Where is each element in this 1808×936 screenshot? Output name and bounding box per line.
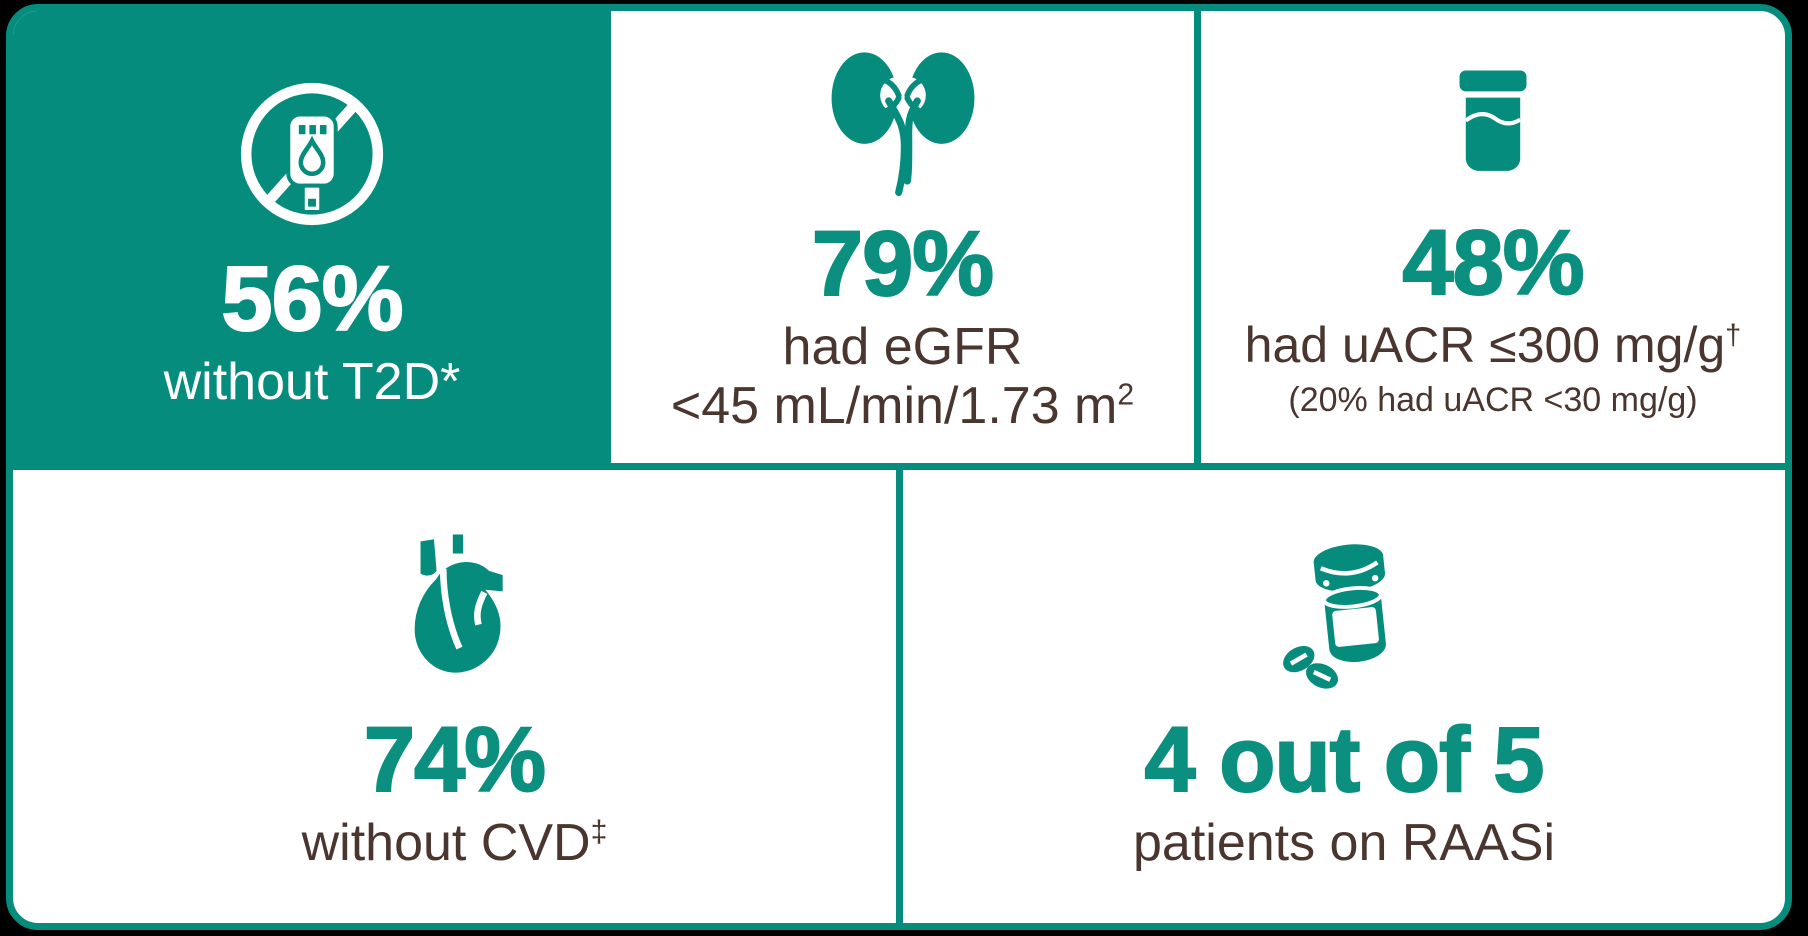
stat-label: had eGFR <45 mL/min/1.73 m2: [671, 318, 1134, 436]
stats-card: 56% without T2D* 79%: [6, 4, 1792, 930]
superscript: ‡: [590, 815, 608, 849]
stat-label: patients on RAASi: [1132, 814, 1556, 873]
superscript: †: [1725, 319, 1742, 352]
stat-value: 79%: [811, 213, 995, 316]
superscript: 2: [1117, 378, 1135, 412]
stat-cell-egfr: 79% had eGFR <45 mL/min/1.73 m2: [611, 11, 1194, 463]
stat-cell-uacr: 48% had uACR ≤300 mg/g† (20% had uACR <3…: [1201, 11, 1785, 463]
stat-label: without T2D*: [164, 353, 461, 412]
stat-value: 56%: [220, 248, 404, 351]
divider-bottom-vertical: [896, 470, 903, 923]
stat-cell-no-t2d: 56% without T2D*: [13, 11, 611, 470]
stat-value: 48%: [1401, 212, 1585, 315]
stat-label-line: without T2D*: [163, 353, 461, 412]
stat-value: 4 out of 5: [1144, 709, 1546, 812]
pill-bottle-icon: [1260, 520, 1428, 700]
stat-label: without CVD‡: [301, 814, 608, 873]
stat-cell-raasi: 4 out of 5 patients on RAASi: [903, 470, 1785, 923]
no-glucose-meter-icon: [233, 69, 391, 239]
divider-top-vertical: [1194, 11, 1201, 463]
urine-sample-cup-icon: [1430, 53, 1556, 203]
divider-row-horizontal: [13, 463, 1785, 470]
stat-subnote: (20% had uACR <30 mg/g): [1288, 380, 1698, 419]
heart-icon: [367, 520, 543, 700]
stat-label: had uACR ≤300 mg/g†: [1244, 317, 1742, 374]
stat-label-line: had eGFR: [782, 318, 1023, 377]
kidneys-icon: [817, 38, 989, 204]
stat-value: 74%: [363, 709, 547, 812]
stat-label-line: <45 mL/min/1.73 m2: [670, 376, 1135, 435]
stat-cell-cvd: 74% without CVD‡: [13, 470, 896, 923]
